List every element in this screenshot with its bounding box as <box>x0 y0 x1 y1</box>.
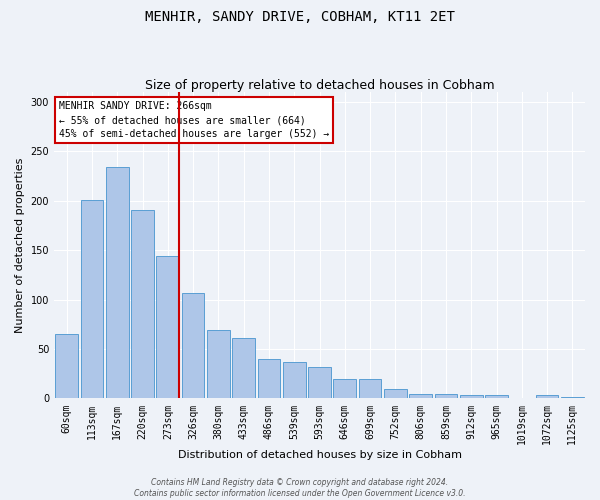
Bar <box>485 396 508 398</box>
Bar <box>384 388 407 398</box>
Bar <box>434 394 457 398</box>
Bar <box>182 292 205 399</box>
Bar <box>283 362 305 399</box>
Bar <box>308 367 331 398</box>
Bar <box>55 334 78 398</box>
Bar <box>409 394 432 398</box>
Text: Contains HM Land Registry data © Crown copyright and database right 2024.
Contai: Contains HM Land Registry data © Crown c… <box>134 478 466 498</box>
Bar <box>334 378 356 398</box>
Text: MENHIR, SANDY DRIVE, COBHAM, KT11 2ET: MENHIR, SANDY DRIVE, COBHAM, KT11 2ET <box>145 10 455 24</box>
Bar <box>131 210 154 398</box>
Bar <box>536 396 559 398</box>
Bar <box>257 359 280 399</box>
Bar <box>157 256 179 398</box>
Bar <box>232 338 255 398</box>
Bar <box>80 200 103 398</box>
Bar <box>207 330 230 398</box>
Text: MENHIR SANDY DRIVE: 266sqm
← 55% of detached houses are smaller (664)
45% of sem: MENHIR SANDY DRIVE: 266sqm ← 55% of deta… <box>59 101 329 139</box>
X-axis label: Distribution of detached houses by size in Cobham: Distribution of detached houses by size … <box>178 450 461 460</box>
Title: Size of property relative to detached houses in Cobham: Size of property relative to detached ho… <box>145 79 494 92</box>
Bar <box>359 378 382 398</box>
Y-axis label: Number of detached properties: Number of detached properties <box>15 158 25 333</box>
Bar <box>106 167 128 398</box>
Bar <box>460 394 482 398</box>
